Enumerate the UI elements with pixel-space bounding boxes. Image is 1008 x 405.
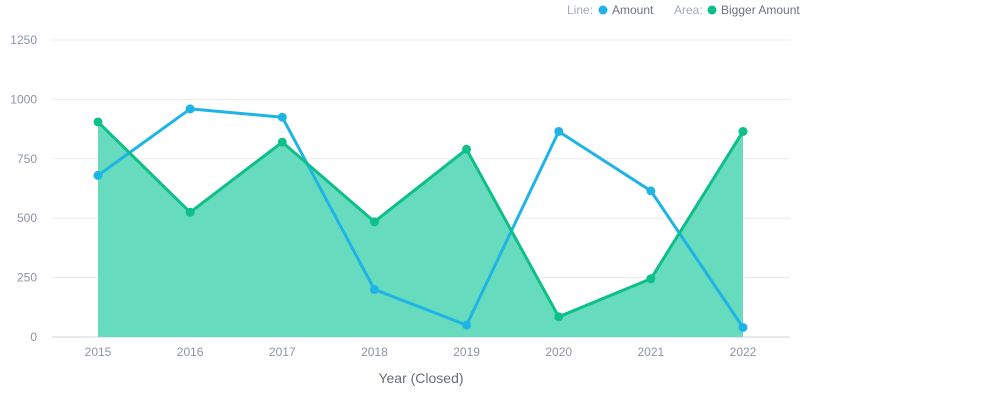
bigger-amount-point[interactable]	[738, 126, 748, 136]
legend: Line: Amount Area: Bigger Amount	[567, 3, 800, 17]
x-tick-label: 2018	[361, 345, 388, 359]
amount-point[interactable]	[554, 126, 564, 136]
y-tick-label: 1250	[10, 33, 37, 47]
legend-area-prefix: Area:	[674, 3, 703, 17]
x-tick-label: 2017	[269, 345, 296, 359]
amount-point[interactable]	[462, 320, 472, 330]
legend-bigger-amount-label: Bigger Amount	[721, 3, 800, 17]
y-tick-label: 500	[17, 211, 37, 225]
bigger-amount-line	[96, 120, 745, 319]
x-tick-label: 2019	[453, 345, 480, 359]
x-tick-label: 2022	[730, 345, 757, 359]
bigger-amount-point[interactable]	[462, 144, 472, 154]
bigger-amount-area	[98, 121, 743, 337]
tick-labels: 0 250 500 750 1000 1250 2015 2016 2017 2018 2019 20…	[10, 33, 756, 359]
x-tick-label: 2020	[545, 345, 572, 359]
legend-amount-swatch	[598, 5, 608, 15]
legend-line-prefix: Line:	[567, 3, 593, 17]
x-tick-label: 2015	[85, 345, 112, 359]
x-tick-label: 2021	[638, 345, 665, 359]
y-tick-label: 0	[30, 330, 37, 344]
amount-point[interactable]	[738, 322, 748, 332]
bigger-amount-point[interactable]	[93, 117, 103, 127]
area-layer	[98, 121, 743, 337]
bigger-amount-point[interactable]	[646, 274, 656, 284]
legend-bigger-amount-swatch	[707, 5, 717, 15]
legend-amount-label: Amount	[612, 3, 654, 17]
bigger-amount-point[interactable]	[554, 312, 564, 322]
amount-point[interactable]	[369, 284, 379, 294]
amount-point[interactable]	[185, 104, 195, 114]
amount-line	[96, 107, 745, 329]
amount-point[interactable]	[93, 170, 103, 180]
bigger-amount-point[interactable]	[369, 217, 379, 227]
x-tick-label: 2016	[177, 345, 204, 359]
y-tick-label: 1000	[10, 92, 37, 106]
y-tick-label: 250	[17, 271, 37, 285]
bigger-amount-point[interactable]	[277, 137, 287, 147]
amount-point[interactable]	[277, 112, 287, 122]
point-layer	[93, 104, 748, 332]
amount-point[interactable]	[646, 186, 656, 196]
line-layer	[96, 107, 745, 329]
y-tick-label: 750	[17, 152, 37, 166]
bigger-amount-point[interactable]	[185, 207, 195, 217]
x-axis-title: Year (Closed)	[378, 370, 463, 386]
